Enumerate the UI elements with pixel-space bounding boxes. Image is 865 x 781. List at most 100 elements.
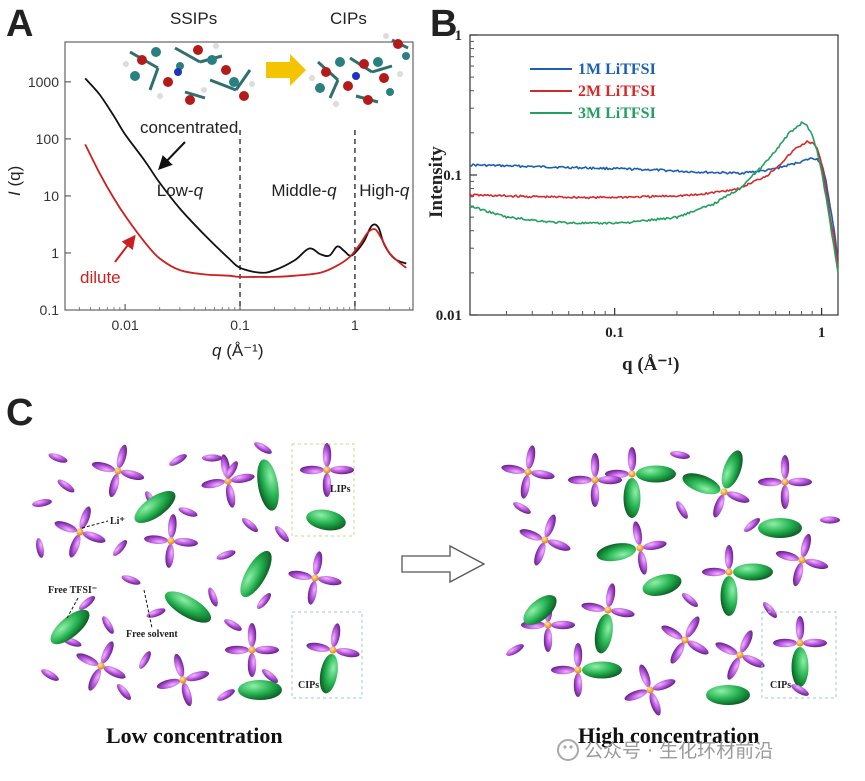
li-solvation-cluster <box>568 453 622 507</box>
free-tfsi-anion <box>306 509 346 531</box>
free-solvent-molecule <box>57 479 75 493</box>
cips-label-left: CIPs <box>298 680 319 691</box>
li-solvation-cluster <box>624 664 676 716</box>
panel-a-y-tick-label: 1000 <box>28 74 59 90</box>
li-solvation-cluster <box>76 641 126 691</box>
free-tfsi-anion <box>758 518 802 538</box>
coordinated-solvent <box>670 642 685 664</box>
li-ion <box>544 621 552 629</box>
free-solvent-molecule <box>681 593 699 607</box>
li-ion <box>736 651 744 659</box>
free-tfsi-anion <box>642 574 682 596</box>
coordinated-solvent <box>525 445 536 470</box>
low-concentration-title: Low concentration <box>106 723 283 748</box>
coordinated-solvent <box>639 664 651 688</box>
coordinated-solvent <box>288 570 313 581</box>
li-solvation-cluster <box>201 454 255 508</box>
panel-a-x-tick-label: 1 <box>351 317 359 333</box>
li-ion <box>604 606 612 614</box>
li-solvation-cluster <box>54 506 106 558</box>
coordinated-solvent <box>156 678 181 689</box>
coordinated-solvent <box>79 506 91 530</box>
li-ion <box>311 574 319 582</box>
coordinated-solvent <box>788 477 812 487</box>
coordinated-solvent <box>590 483 600 507</box>
free-solvent-molecule <box>261 669 279 683</box>
panel-a-x-axis-label: q (Å⁻¹) <box>212 341 264 360</box>
coordinated-solvent <box>727 657 741 680</box>
panel-a-x-tick-label: 0.1 <box>230 317 250 333</box>
panel-b-ticks <box>470 34 823 316</box>
coordinated-anion <box>682 473 721 495</box>
legend-label: 1M LiTFSI <box>578 61 656 78</box>
li-solvation-cluster <box>581 583 635 654</box>
free-solvent-molecule <box>241 518 259 532</box>
coordinated-solvent <box>715 642 738 656</box>
li-solvation-cluster <box>661 616 709 664</box>
coordinated-solvent <box>330 465 354 475</box>
panel-b-x-tick-label: 1 <box>818 325 826 341</box>
li-ion <box>179 676 187 684</box>
coordinated-solvent <box>773 638 797 648</box>
li-ion <box>76 528 84 536</box>
coordinated-solvent <box>201 478 226 489</box>
coordinated-anion <box>623 478 641 518</box>
li-solvation-cluster <box>551 643 622 697</box>
li-ion <box>574 666 582 674</box>
panel-a-y-tick-label: 0.1 <box>40 302 60 318</box>
low-concentration-schematic <box>32 442 360 707</box>
legend-label: 2M LiTFSI <box>578 83 656 100</box>
panel-a-y-axis-label: I (q) <box>5 166 24 196</box>
li-ion <box>725 568 733 576</box>
li-solvation-cluster <box>306 623 360 694</box>
coordinated-solvent <box>775 551 800 562</box>
coordinated-solvent <box>530 469 555 480</box>
coordinated-solvent <box>306 642 331 653</box>
coordinated-solvent <box>167 514 177 539</box>
free-solvent-molecule <box>763 601 777 619</box>
coordinated-solvent <box>317 575 342 586</box>
coordinated-solvent <box>519 529 543 541</box>
series-line-concentrated <box>84 77 407 274</box>
free-tfsi-anion <box>134 490 176 524</box>
coordinated-anion <box>636 465 676 483</box>
li-solvation-cluster <box>501 445 555 499</box>
free-solvent-molecule <box>117 683 131 701</box>
panel-a-y-paren: (q) <box>5 166 24 192</box>
free-solvent-molecule <box>275 525 289 543</box>
free-solvent-molecule <box>791 684 809 696</box>
panel-c: C LIPs Li⁺ Free TFSI⁻ Free solvent CIPs … <box>6 392 840 748</box>
coordinated-solvent <box>54 521 78 533</box>
free-solvent-molecule <box>146 608 166 618</box>
panel-a-region-labels: Low-q Middle-q High-q <box>157 181 410 200</box>
free-solvent-molecule <box>226 461 238 479</box>
transition-arrow <box>266 54 306 86</box>
panel-a-x-unit: (Å⁻¹) <box>221 341 263 360</box>
li-solvation-cluster <box>758 455 812 509</box>
free-solvent-molecule <box>217 689 235 701</box>
panel-a-plot-frame <box>64 41 414 311</box>
region-label: Middle-q <box>271 181 337 200</box>
free-tfsi-anion <box>240 550 272 598</box>
coordinated-solvent <box>803 638 827 648</box>
free-solvent-molecule <box>202 454 222 462</box>
coordinated-solvent <box>637 550 648 575</box>
li-ion <box>323 466 331 474</box>
li-ion <box>329 646 337 654</box>
coordinated-solvent <box>501 464 526 475</box>
coordinated-solvent <box>534 542 546 566</box>
ssip-label: SSIPs <box>170 9 217 28</box>
coordinated-solvent <box>322 473 332 497</box>
coordinated-solvent <box>742 654 765 668</box>
free-solvent-molecule <box>178 507 198 517</box>
li-ion <box>628 470 636 478</box>
coordinated-solvent <box>91 462 116 473</box>
li-solvation-cluster <box>288 551 342 605</box>
li-solvation-cluster <box>773 616 827 687</box>
cip-label: CIPs <box>330 9 367 28</box>
li-ion-leader <box>81 520 109 529</box>
coordinated-anion <box>733 563 773 581</box>
panel-a-x-tick-label: 0.01 <box>111 317 138 333</box>
li-solvation-cluster <box>91 444 145 498</box>
